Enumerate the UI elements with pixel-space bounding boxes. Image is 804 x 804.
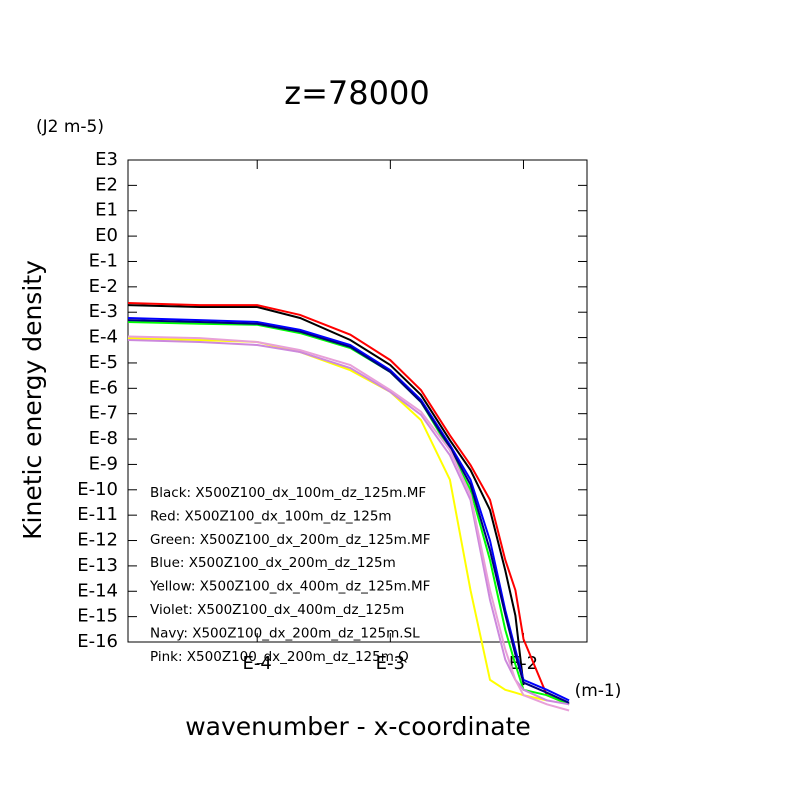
y-tick-label: E-12 bbox=[77, 530, 118, 551]
y-tick-label: E-10 bbox=[77, 479, 118, 500]
y-tick-label: E-14 bbox=[77, 580, 118, 601]
y-tick-label: E-15 bbox=[77, 606, 118, 627]
series-line bbox=[127, 335, 570, 712]
y-tick-label: E-9 bbox=[89, 453, 118, 474]
y-tick-label: E3 bbox=[95, 149, 118, 170]
y-tick-label: E-4 bbox=[89, 327, 118, 348]
y-tick-label: E-2 bbox=[89, 276, 118, 297]
plot-frame bbox=[127, 159, 588, 643]
y-tick-label: E-5 bbox=[89, 352, 118, 373]
chart-title: z=78000 bbox=[284, 74, 429, 112]
legend-entry: Violet: X500Z100_dx_400m_dz_125m bbox=[150, 602, 404, 618]
series-line bbox=[127, 319, 570, 704]
legend-entry: Green: X500Z100_dx_200m_dz_125m.MF bbox=[150, 532, 431, 548]
y-tick-label: E-13 bbox=[77, 555, 118, 576]
y-tick-label: E-6 bbox=[89, 377, 118, 398]
series-line bbox=[127, 339, 570, 706]
y-axis-label: Kinetic energy density bbox=[18, 260, 47, 540]
y-tick-label: E-3 bbox=[89, 301, 118, 322]
legend-entry: Navy: X500Z100_dx_200m_dz_125m.SL bbox=[150, 625, 420, 641]
y-tick-label: E-11 bbox=[77, 504, 118, 525]
y-tick-label: E-16 bbox=[77, 631, 118, 652]
x-tick-label: E-3 bbox=[376, 653, 405, 674]
y-tick-label: E-8 bbox=[89, 428, 118, 449]
legend-entry: Pink: X500Z100_dx_200m_dz_125m.Q bbox=[150, 649, 409, 665]
legend-entry: Red: X500Z100_dx_100m_dz_125m bbox=[150, 508, 392, 524]
series-line bbox=[127, 302, 570, 706]
y-tick-label: E-1 bbox=[89, 250, 118, 271]
y-tick-label: E0 bbox=[95, 225, 118, 246]
y-tick-label: E1 bbox=[95, 200, 118, 221]
legend-entry: Yellow: X500Z100_dx_400m_dz_125m.MF bbox=[149, 579, 430, 595]
y-unit: (J2 m-5) bbox=[36, 117, 104, 137]
y-tick-label: E2 bbox=[95, 174, 118, 195]
x-tick-label: E-4 bbox=[243, 653, 272, 674]
legend-entry: Blue: X500Z100_dx_200m_dz_125m bbox=[150, 555, 396, 571]
x-axis-label: wavenumber - x-coordinate bbox=[185, 712, 531, 741]
x-unit: (m-1) bbox=[575, 681, 622, 701]
series-line bbox=[127, 304, 525, 686]
y-tick-label: E-7 bbox=[89, 403, 118, 424]
legend-entry: Black: X500Z100_dx_100m_dz_125m.MF bbox=[150, 485, 426, 501]
